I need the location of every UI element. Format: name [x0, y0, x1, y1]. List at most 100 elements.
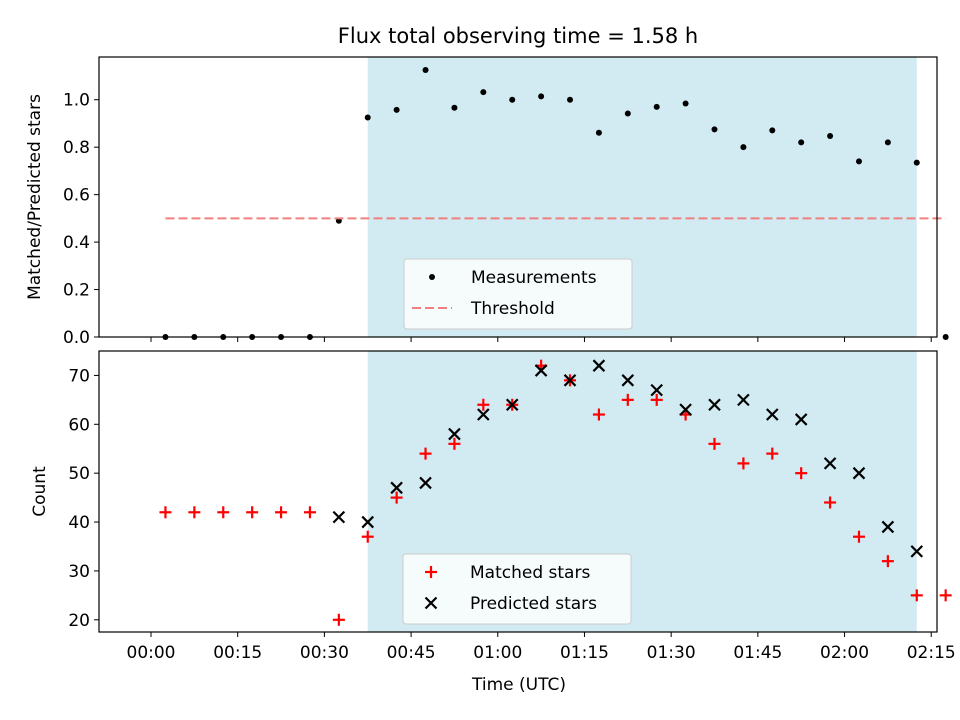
legend-box — [402, 553, 632, 625]
predicted-stars-point — [534, 364, 548, 377]
predicted-stars-point — [621, 374, 635, 387]
x-stroke-b — [794, 413, 808, 426]
predicted-stars-point — [592, 359, 606, 372]
x-stroke-b — [332, 510, 346, 524]
legend-x-marker — [424, 596, 438, 610]
measurement-point — [827, 133, 834, 140]
predicted-stars-point — [794, 413, 808, 426]
bottom-panel-counts: 20 30 40 50 60 70 00:00 00:15 00:30 00:45 01:00 01:… — [30, 350, 956, 695]
matched-stars-point — [275, 506, 288, 519]
measurement-point — [711, 126, 718, 133]
x-stroke-b — [505, 398, 519, 412]
measurement-point — [769, 127, 776, 134]
legend: Measurements Threshold — [403, 258, 633, 330]
matched-stars-point — [390, 491, 403, 504]
measurement-point — [393, 106, 400, 113]
measurement-point — [740, 144, 747, 151]
matched-stars-point — [217, 506, 230, 519]
x-stroke-b — [621, 374, 635, 387]
predicted-stars-point — [505, 398, 519, 412]
x-stroke-b — [650, 383, 663, 397]
axes-frame — [98, 56, 938, 338]
measurement-point — [884, 139, 891, 146]
y-tick-label: 0.2 — [63, 281, 90, 301]
x-stroke-b — [881, 520, 895, 534]
x-tick-label: 02:15 — [907, 643, 956, 663]
x-stroke-b — [737, 393, 750, 407]
x-stroke-b — [852, 466, 866, 480]
x-stroke-b — [708, 398, 721, 412]
matched-stars-point — [766, 447, 779, 460]
y-axis-label: Count — [30, 466, 50, 517]
y-tick-label: 60 — [68, 415, 90, 435]
x-tick-label: 02:00 — [820, 643, 869, 663]
matched-stars-point — [332, 613, 345, 626]
predicted-stars-point — [679, 403, 692, 416]
axes-frame — [98, 350, 938, 633]
matched-stars-point — [419, 447, 432, 460]
matched-stars-point — [448, 437, 461, 450]
top-panel-ratio: 0.0 0.2 0.4 0.6 0.8 1.0 Matched/Predicted star… — [25, 24, 949, 348]
matched-stars-point — [303, 506, 316, 519]
measurement-point — [624, 110, 631, 117]
y-tick-label: 0.8 — [63, 138, 90, 158]
measurement-point — [567, 96, 574, 103]
predicted-stars-point — [650, 383, 663, 397]
measurement-point — [653, 103, 660, 110]
matched-stars-point — [361, 530, 374, 543]
x-tick-label: 01:15 — [560, 643, 609, 663]
predicted-stars-point — [477, 408, 490, 421]
matched-stars-point — [650, 393, 663, 406]
matched-stars-point — [737, 457, 750, 470]
matched-stars-point — [592, 408, 605, 421]
predicted-stars-point — [361, 515, 375, 529]
measurement-point — [451, 104, 458, 111]
matched-stars-point — [188, 506, 201, 519]
x-tick-label: 00:15 — [213, 643, 262, 663]
matched-stars-point — [795, 467, 808, 480]
y-tick-label: 50 — [68, 464, 90, 484]
matched-stars-point — [477, 398, 490, 411]
legend-plus-marker — [425, 566, 437, 578]
legend-entry-label: Measurements — [471, 268, 597, 288]
x-stroke-b — [477, 408, 490, 421]
series-predicted-stars — [332, 359, 924, 558]
x-tick-label: 01:00 — [473, 643, 522, 663]
x-tick-label: 01:30 — [647, 643, 696, 663]
legend-entry-label: Threshold — [470, 299, 555, 319]
y-tick-label: 20 — [68, 611, 90, 631]
matched-stars-point — [824, 496, 837, 509]
x-tick-label: 00:45 — [387, 643, 436, 663]
x-stroke-b — [823, 457, 837, 470]
x-tick-label: 00:00 — [127, 643, 176, 663]
x-stroke-b — [361, 515, 375, 529]
measurement-point — [480, 89, 487, 96]
x-stroke-b — [448, 427, 461, 441]
y-tick-label: 0.4 — [63, 233, 90, 253]
predicted-stars-point — [332, 510, 346, 524]
y-tick-label: 0.0 — [63, 328, 90, 348]
measurement-point — [942, 334, 949, 340]
x-stroke-b — [679, 403, 692, 416]
legend-dot-marker — [429, 274, 435, 280]
x-axis-label: Time (UTC) — [471, 675, 566, 695]
matched-stars-point — [939, 589, 952, 602]
x-stroke-b — [390, 481, 403, 495]
matched-stars-point — [621, 393, 634, 406]
legend: Matched stars Predicted stars — [402, 553, 632, 625]
measurement-point — [538, 93, 545, 100]
measurement-point — [595, 129, 602, 136]
y-tick-label: 40 — [68, 513, 90, 533]
measurement-point — [682, 100, 689, 107]
y-tick-label: 0.6 — [63, 186, 90, 206]
predicted-stars-point — [390, 481, 403, 495]
predicted-stars-point — [448, 427, 461, 441]
predicted-stars-point — [881, 520, 895, 534]
x-stroke-b — [534, 364, 548, 377]
legend-entry-label: Matched stars — [470, 563, 590, 583]
y-tick-label: 1.0 — [63, 91, 90, 111]
predicted-stars-point — [852, 466, 866, 480]
predicted-stars-point — [419, 476, 432, 490]
measurement-point — [422, 67, 429, 74]
